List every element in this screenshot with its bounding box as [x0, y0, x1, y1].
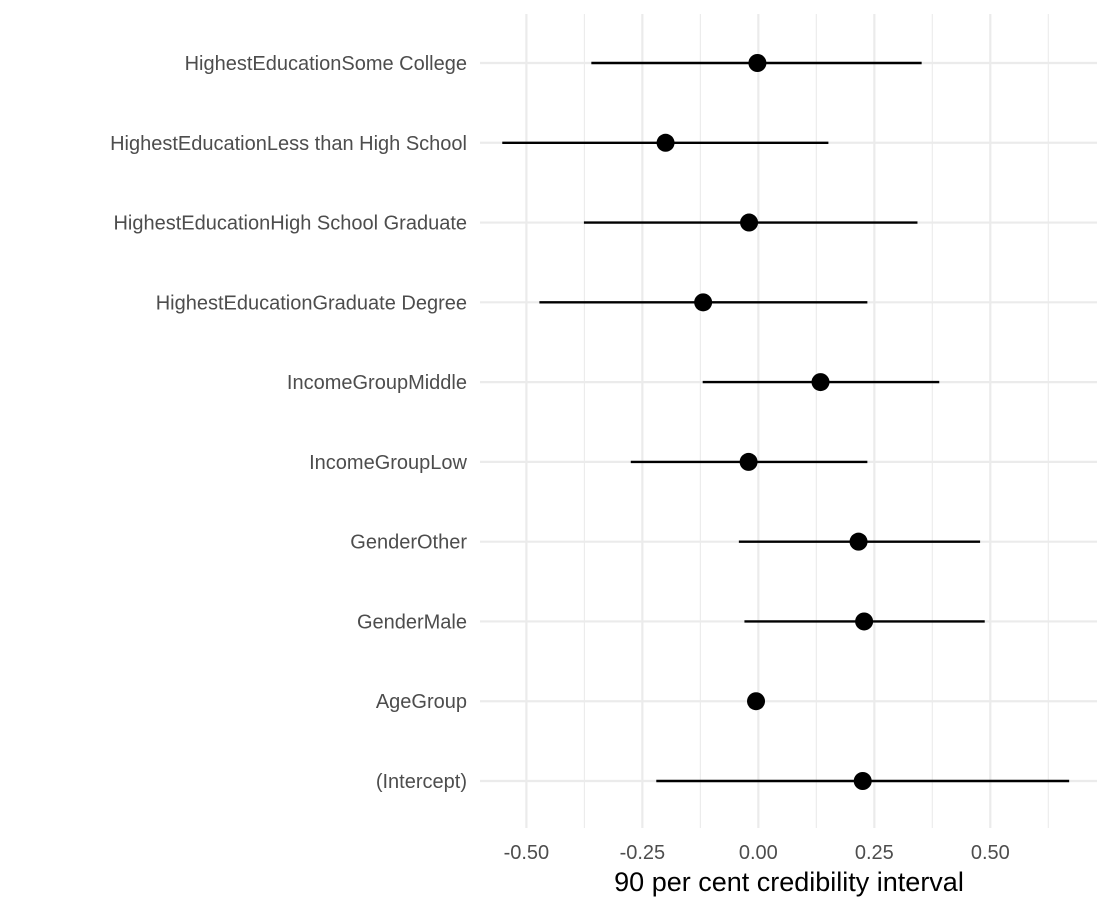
y-tick-label: IncomeGroupLow: [309, 452, 467, 474]
estimate-point: [740, 213, 759, 232]
x-tick-label: -0.50: [504, 842, 550, 864]
y-tick-label: HighestEducationLess than High School: [110, 133, 467, 155]
x-tick-label: 0.50: [971, 842, 1010, 864]
y-tick-label: HighestEducationSome College: [185, 53, 467, 75]
estimate-point: [811, 373, 830, 392]
x-tick-label: 0.00: [739, 842, 778, 864]
estimate-point: [739, 452, 758, 471]
estimate-point: [656, 133, 675, 152]
y-tick-label: GenderMale: [357, 611, 467, 633]
grid-minor-lines: [583, 14, 1049, 828]
y-tick-label: HighestEducationHigh School Graduate: [113, 213, 467, 235]
x-tick-labels: -0.50 -0.25 0.00 0.25 0.50: [504, 842, 1010, 864]
estimate-point: [853, 772, 872, 790]
estimate-point: [748, 54, 767, 72]
interval-lines: [502, 61, 1070, 783]
x-tick-label: -0.25: [620, 842, 666, 864]
estimate-point: [747, 692, 766, 711]
y-tick-label: HighestEducationGraduate Degree: [156, 292, 467, 314]
y-tick-label: AgeGroup: [376, 691, 467, 713]
y-tick-label: (Intercept): [376, 771, 467, 793]
x-axis-label: 90 per cent credibility interval: [614, 867, 964, 897]
estimate-point: [849, 532, 868, 551]
estimate-point: [855, 612, 874, 631]
y-tick-labels: (Intercept) AgeGroup GenderMale GenderOther…: [110, 53, 467, 793]
estimate-point: [694, 293, 713, 312]
estimate-points: [656, 54, 874, 790]
y-tick-label: GenderOther: [350, 532, 467, 554]
grid-major-lines: [480, 14, 1097, 828]
y-tick-label: IncomeGroupMiddle: [287, 372, 467, 394]
x-tick-label: 0.25: [855, 842, 894, 864]
